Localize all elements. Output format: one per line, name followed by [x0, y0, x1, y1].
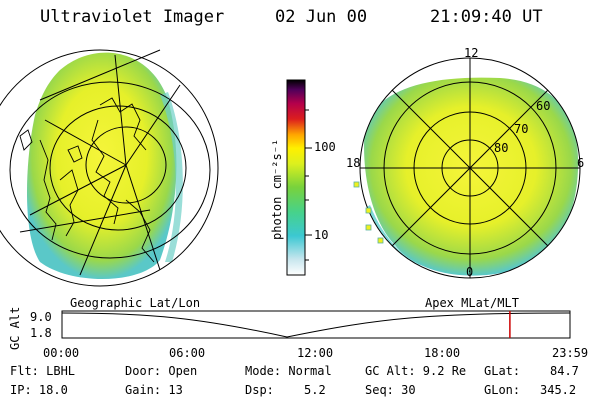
strip-ytick-1: 1.8 [30, 326, 52, 340]
status-ip: IP: 18.0 [10, 383, 68, 397]
altitude-strip [61, 310, 571, 339]
strip-xtick-4: 23:59 [552, 346, 589, 360]
left-panel-label: Geographic Lat/Lon [70, 296, 201, 310]
mlat-label-80: 80 [494, 141, 509, 155]
strip-ylabel: GC Alt [8, 306, 22, 350]
mlt-label-6: 6 [577, 156, 585, 170]
mlt-label-0: 0 [466, 265, 474, 279]
instrument-title: Ultraviolet Imager [40, 7, 225, 27]
mlat-label-70: 70 [514, 122, 529, 136]
mlt-label-12: 12 [464, 46, 479, 60]
meridian [44, 119, 127, 166]
status-door: Door: Open [125, 364, 198, 378]
aurora-fringe-left [160, 92, 183, 262]
colorbar [286, 79, 312, 276]
aurora-emission-right [364, 77, 579, 276]
status-glon-label: GLon: [484, 383, 521, 397]
lat-circle-mid [49, 105, 187, 231]
grid-line [19, 209, 151, 233]
status-dsp-value: 5.2 [304, 383, 326, 397]
mlt-line-diag [391, 89, 549, 247]
aurora-patch [353, 181, 360, 188]
status-glat-label: GLat: [484, 364, 521, 378]
lat-circle-outer [9, 81, 211, 259]
status-mode: Mode: Normal [245, 364, 332, 378]
apex-image [353, 57, 581, 279]
time-label: 21:09:40 UT [430, 7, 543, 27]
aurora-patch [377, 237, 384, 244]
status-gain: Gain: 13 [125, 383, 183, 397]
strip-ytick-9: 9.0 [30, 310, 52, 324]
strip-xtick-3: 18:00 [424, 346, 461, 360]
altitude-curve [61, 312, 571, 338]
coastlines [19, 97, 155, 263]
aurora-emission-left [26, 52, 177, 280]
right-panel-label: Apex MLat/MLT [425, 296, 519, 310]
colorbar-unit-label: photon cm⁻²s⁻¹ [270, 138, 284, 240]
status-gc-alt: GC Alt: 9.2 Re [365, 364, 467, 378]
status-glon-value: 345.2 [540, 383, 577, 397]
mlt-label-18: 18 [346, 156, 361, 170]
meridian [79, 164, 127, 276]
grid-line [39, 49, 161, 101]
meridian [125, 84, 181, 166]
status-glat-value: 84.7 [550, 364, 579, 378]
date-label: 02 Jun 00 [275, 7, 368, 27]
meridian [114, 54, 127, 166]
status-seq: Seq: 30 [365, 383, 416, 397]
aurora-patch [365, 207, 372, 214]
mlat-label-60: 60 [536, 99, 551, 113]
left-frame-circle [0, 49, 219, 287]
status-flt: Flt: LBHL [10, 364, 76, 378]
strip-xtick-1: 06:00 [169, 346, 206, 360]
status-dsp-label: Dsp: [245, 383, 274, 397]
geographic-image [0, 49, 219, 287]
colorbar-tick-10: 10 [314, 228, 329, 242]
aurora-patch [365, 224, 372, 231]
colorbar-tick-100: 100 [314, 140, 336, 154]
strip-xtick-2: 12:00 [297, 346, 334, 360]
aurora-fringe-right [362, 205, 420, 270]
strip-xtick-0: 00:00 [43, 346, 80, 360]
lat-circle-inner [85, 126, 167, 204]
